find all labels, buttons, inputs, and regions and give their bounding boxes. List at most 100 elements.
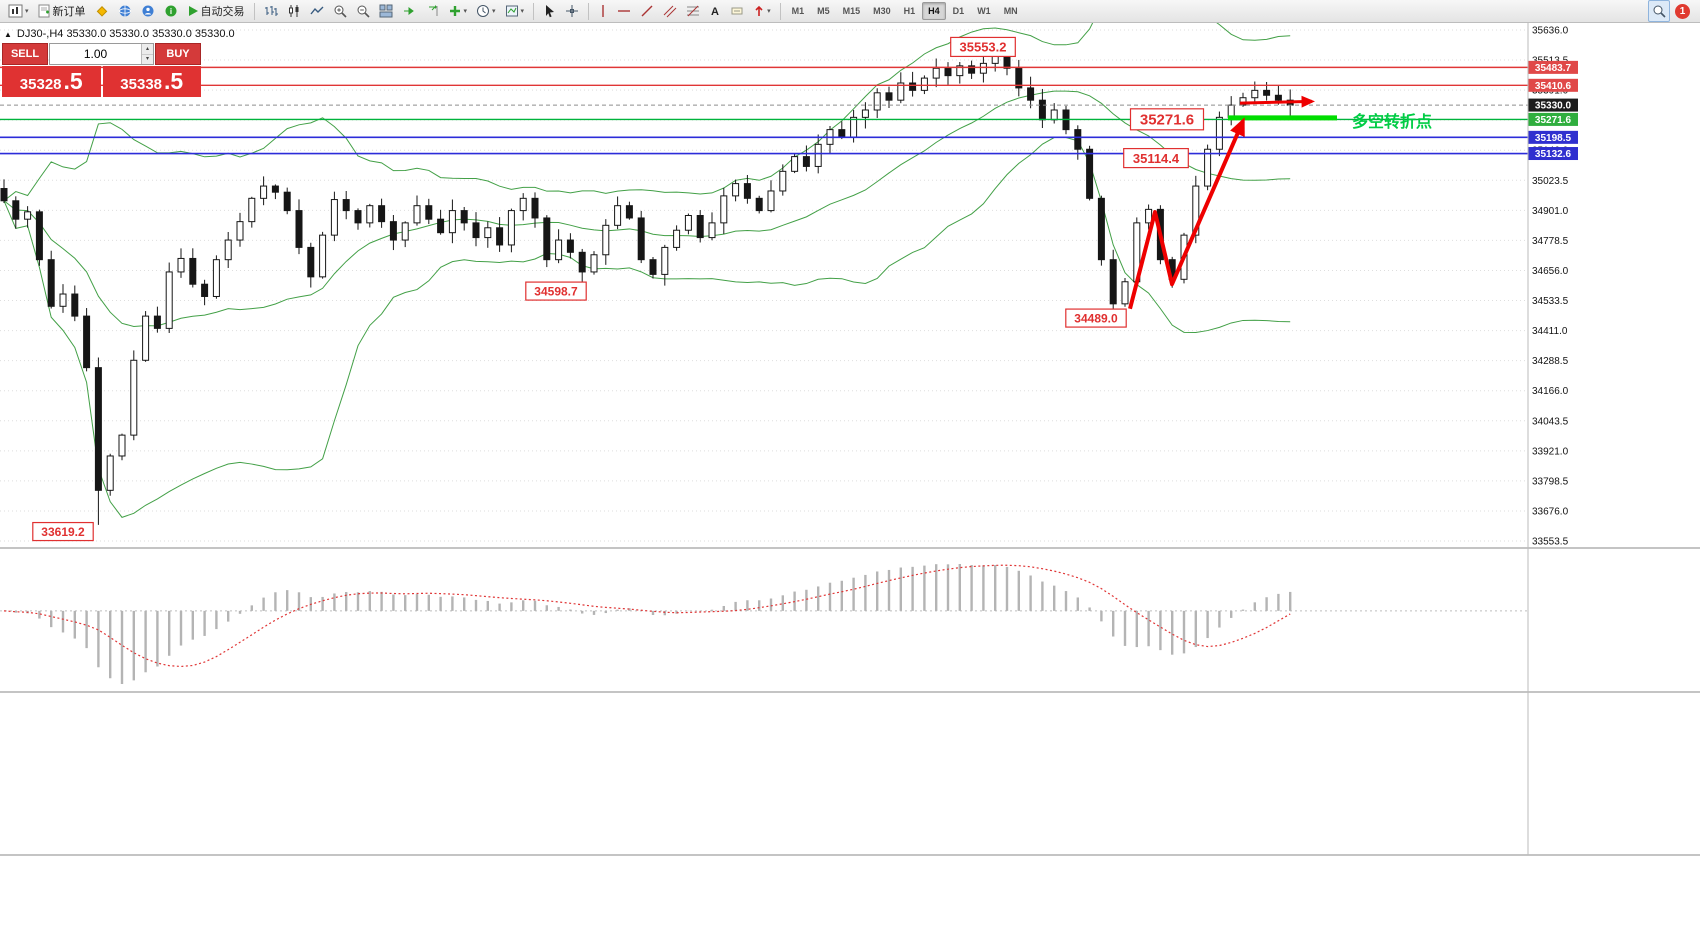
svg-text:35483.7: 35483.7 [1535, 63, 1572, 74]
chart-shift-button[interactable] [421, 0, 443, 22]
zoom-out-button[interactable] [352, 0, 374, 22]
trendline-tool-button[interactable] [636, 0, 658, 22]
timeframe-m15[interactable]: M15 [842, 6, 861, 16]
svg-text:33921.0: 33921.0 [1532, 446, 1569, 457]
channel-tool-button[interactable] [659, 0, 681, 22]
one-click-collapse-icon[interactable]: ▲ [4, 29, 12, 39]
crosshair-tool-button[interactable] [561, 0, 583, 22]
volume-up-icon[interactable]: ▴ [142, 44, 153, 55]
community-button[interactable] [114, 0, 136, 22]
svg-text:35132.6: 35132.6 [1535, 149, 1572, 160]
svg-text:34656.0: 34656.0 [1532, 266, 1569, 277]
buy-button[interactable]: BUY [155, 43, 201, 65]
indicators-plus-icon [449, 6, 460, 16]
new-order-icon [38, 4, 50, 18]
buy-price-fraction: .5 [164, 68, 184, 94]
price-badges: 35483.7 35410.6 35330.0 35271.6 35198.5 35132… [1528, 60, 1578, 161]
sell-price-button[interactable]: 35328 .5 [2, 66, 101, 97]
vertical-line-tool-button[interactable] [594, 0, 612, 22]
trend-arrows[interactable] [1128, 95, 1315, 310]
svg-text:34288.5: 34288.5 [1532, 356, 1569, 367]
svg-text:35023.5: 35023.5 [1532, 176, 1569, 187]
indicators-button[interactable]: ▾ [444, 0, 472, 22]
search-button[interactable] [1648, 0, 1670, 22]
auto-trading-label: 自动交易 [200, 6, 245, 18]
timeframe-mn[interactable]: MN [1003, 6, 1018, 16]
panel-separators [0, 23, 1700, 856]
chart-shift-icon [428, 5, 438, 16]
sell-price-main: 35328 [19, 76, 62, 93]
arrow-object-icon [755, 5, 763, 16]
trendline-icon [641, 5, 653, 17]
tile-windows-button[interactable] [375, 0, 397, 22]
mql5-button[interactable] [137, 0, 159, 22]
new-order-label: 新订单 [52, 6, 86, 18]
chart-window-icon [8, 4, 23, 18]
pivot-annotation-text: 多空转折点 [1352, 112, 1432, 131]
sell-button[interactable]: SELL [2, 43, 48, 65]
chevron-down-icon: ▾ [463, 8, 468, 15]
svg-text:35114.4: 35114.4 [1133, 151, 1180, 166]
zoom-in-button[interactable] [329, 0, 351, 22]
svg-text:34489.0: 34489.0 [1074, 311, 1118, 325]
horizontal-line-icon [618, 10, 631, 12]
candlestick-type-button[interactable] [283, 0, 305, 22]
timeframe-d1[interactable]: D1 [952, 6, 965, 16]
new-order-button[interactable]: 新订单 [34, 0, 90, 22]
timeframe-h1[interactable]: H1 [903, 6, 916, 16]
fibonacci-tool-button[interactable] [682, 0, 704, 22]
tile-windows-icon [379, 4, 393, 18]
volume-down-icon[interactable]: ▾ [142, 54, 153, 64]
buy-price-button[interactable]: 35338 .5 [102, 66, 201, 97]
line-chart-icon [309, 6, 324, 15]
svg-text:34778.5: 34778.5 [1532, 236, 1569, 247]
cursor-icon [546, 5, 555, 18]
horizontal-level-lines[interactable] [0, 66, 1528, 155]
timeframe-m5[interactable]: M5 [817, 6, 830, 16]
volume-input[interactable] [50, 44, 142, 64]
templates-button[interactable]: ▾ [501, 0, 529, 22]
text-tool-button[interactable]: A [705, 0, 725, 22]
svg-text:35636.0: 35636.0 [1532, 26, 1569, 37]
metaquotes-button[interactable] [91, 0, 113, 22]
volume-spin-buttons: ▴ ▾ [141, 44, 153, 64]
chart-window: 35636.035513.535391.035268.535146.035023… [0, 23, 1700, 945]
timeframe-w1[interactable]: W1 [977, 6, 991, 16]
label-tool-button[interactable] [726, 0, 748, 22]
toolbar: ▾ 新订单 i 自动交易 ▾ [0, 0, 1700, 23]
timeframe-m1[interactable]: M1 [791, 6, 805, 16]
line-chart-type-button[interactable] [306, 0, 328, 22]
zoom-out-icon [357, 5, 370, 18]
candles [0, 46, 1294, 525]
auto-trading-button[interactable]: 自动交易 [183, 0, 249, 22]
charts-bar-button[interactable]: ▾ [4, 0, 33, 22]
notification-badge[interactable]: 1 [1675, 3, 1690, 19]
sell-price-fraction: .5 [63, 68, 83, 94]
svg-text:33676.0: 33676.0 [1532, 506, 1569, 517]
grid-lines [0, 29, 1528, 542]
auto-scroll-button[interactable] [398, 0, 420, 22]
info-button[interactable]: i [160, 0, 182, 22]
candlestick-icon [288, 5, 299, 17]
arrows-tool-button[interactable]: ▾ [749, 0, 775, 22]
svg-text:33798.5: 33798.5 [1532, 476, 1569, 487]
chart-symbol-header: ▲ DJ30-,H4 35330.0 35330.0 35330.0 35330… [4, 28, 235, 40]
crosshair-icon [566, 5, 579, 17]
periods-button[interactable]: ▾ [472, 0, 500, 22]
svg-text:35553.2: 35553.2 [960, 40, 1007, 55]
svg-text:33553.5: 33553.5 [1532, 537, 1569, 548]
svg-text:i: i [169, 7, 171, 16]
one-click-trading-panel: SELL ▴ ▾ BUY 35328 .5 35338 .5 [2, 43, 201, 97]
timeframe-h4[interactable]: H4 [922, 2, 946, 20]
label-icon [731, 7, 743, 15]
cursor-tool-button[interactable] [539, 0, 560, 22]
chart-canvas[interactable]: 35636.035513.535391.035268.535146.035023… [0, 23, 1700, 945]
svg-text:A: A [711, 6, 719, 18]
svg-text:34043.5: 34043.5 [1532, 416, 1569, 427]
globe-icon [118, 5, 131, 17]
price-callouts: 35553.2 35271.6 35114.4 34598.7 34489.0 33619… [32, 36, 1205, 542]
timeframe-m30[interactable]: M30 [873, 6, 891, 16]
horizontal-line-tool-button[interactable] [613, 0, 635, 22]
bar-chart-type-button[interactable] [260, 0, 282, 22]
clock-icon [477, 5, 490, 17]
